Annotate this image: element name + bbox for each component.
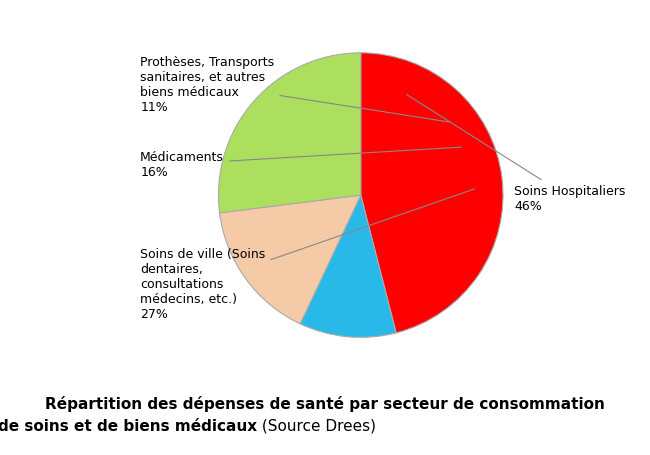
Wedge shape: [361, 54, 503, 333]
Text: Prothèses, Transports
sanitaires, et autres
biens médicaux
11%: Prothèses, Transports sanitaires, et aut…: [140, 56, 449, 123]
Text: Médicaments
16%: Médicaments 16%: [140, 148, 461, 178]
Text: Soins de ville (Soins
dentaires,
consultations
médecins, etc.)
27%: Soins de ville (Soins dentaires, consult…: [140, 189, 474, 320]
Text: Répartition des dépenses de santé par secteur de consommation: Répartition des dépenses de santé par se…: [45, 394, 605, 411]
Text: de soins et de biens médicaux: de soins et de biens médicaux: [0, 418, 257, 433]
Text: Soins Hospitaliers
46%: Soins Hospitaliers 46%: [406, 95, 626, 212]
Wedge shape: [220, 196, 361, 324]
Text: (Source Drees): (Source Drees): [257, 418, 376, 433]
Wedge shape: [300, 196, 396, 338]
Wedge shape: [218, 54, 361, 213]
